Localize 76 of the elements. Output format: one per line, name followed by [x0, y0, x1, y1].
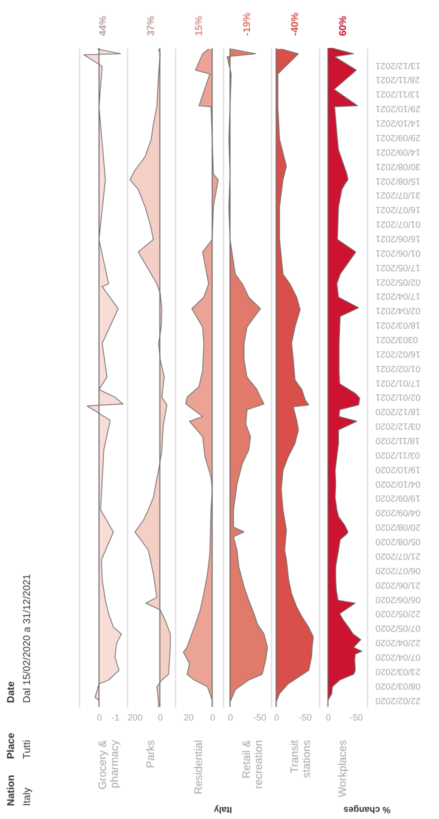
text: Workplaces — [337, 740, 349, 798]
y-tick-label: 22/05/2020 — [376, 609, 421, 620]
text: 44% — [98, 16, 109, 36]
text: 15% — [194, 16, 205, 36]
y-tick-label: 0303/2021 — [376, 335, 418, 345]
y-tick-label: 31/07/2021 — [376, 190, 421, 201]
text: Nation — [6, 774, 17, 806]
y-tick-label: 03/11/2020 — [376, 450, 420, 460]
x-tick-label: -50 — [253, 712, 266, 722]
y-tick-label: 17/01/2021 — [376, 378, 421, 388]
y-tick-label: 19/09/2020 — [376, 494, 421, 504]
y-tick-label: 28/11/2021 — [376, 75, 420, 86]
text: Grocery & pharmacy — [97, 739, 121, 790]
y-tick-label: 30/08/2021 — [376, 162, 421, 172]
y-tick-label: 22/04/2020 — [376, 638, 421, 648]
x-tick-label: 0 — [274, 712, 280, 722]
x-tick-label: 0 — [326, 712, 331, 722]
y-tick-label: 05/08/2020 — [376, 537, 421, 548]
y-tick-label: 21/06/2020 — [376, 580, 421, 590]
text: % changes — [343, 805, 391, 815]
y-tick-label: 13/11/2021 — [376, 90, 420, 100]
text: Residential — [193, 740, 205, 794]
y-tick-label: 29/09/2021 — [376, 132, 421, 143]
x-tick-label: 0 — [228, 712, 234, 722]
text: Place — [6, 732, 17, 759]
y-tick-label: 01/02/2021 — [376, 364, 421, 374]
y-tick-label: 02/05/2021 — [376, 277, 421, 288]
y-tick-label: 13/12/2021 — [376, 60, 421, 71]
y-tick-label: 07/04/2020 — [376, 652, 421, 662]
y-tick-label: 01/07/2021 — [376, 220, 421, 230]
text: Tutti — [22, 740, 33, 759]
x-tick-label: -50 — [350, 712, 363, 722]
y-tick-label: 22/02/2020 — [376, 696, 421, 706]
y-tick-label: 14/09/2021 — [376, 147, 421, 158]
x-tick-label: 0 — [158, 712, 163, 722]
x-tick-label: 200 — [128, 712, 143, 722]
text: Parks — [145, 740, 157, 768]
text: Italy — [22, 788, 33, 806]
x-tick-label: 20 — [184, 712, 194, 722]
y-tick-label: 04/10/2020 — [376, 479, 421, 490]
y-tick-label: 02/01/2021 — [376, 392, 421, 403]
text: 37% — [146, 16, 157, 36]
y-tick-label: 01/06/2021 — [376, 248, 421, 258]
y-tick-label: 23/03/2020 — [376, 666, 421, 677]
text: Retail & recreation — [241, 739, 265, 789]
x-tick-label: 0 — [210, 712, 216, 722]
y-tick-label: 04/09/2020 — [376, 508, 421, 518]
y-tick-label: 17/04/2021 — [376, 292, 421, 302]
text: Date — [6, 680, 17, 703]
y-tick-label: 07/05/2020 — [376, 624, 421, 634]
y-tick-label: 20/08/2020 — [376, 522, 421, 533]
y-tick-label: 19/10/2020 — [376, 464, 421, 475]
text: -40% — [290, 12, 301, 36]
x-tick-label: -1 — [111, 712, 120, 722]
text: 60% — [338, 16, 349, 36]
y-tick-label: 18/11/2020 — [376, 436, 420, 446]
y-tick-label: 08/03/2020 — [376, 681, 421, 692]
y-tick-label: 16/07/2021 — [376, 205, 421, 216]
y-tick-label: 17/05/2021 — [376, 262, 421, 273]
text: Italy — [214, 805, 232, 815]
y-tick-label: 06/07/2020 — [376, 566, 421, 576]
text: Dal 15/02/2020 a 31/12/2021 — [22, 574, 33, 703]
x-tick-label: -50 — [298, 712, 312, 722]
y-tick-label: 21/07/2020 — [376, 551, 421, 562]
y-tick-label: 03/12/2020 — [376, 422, 421, 432]
text: -19% — [242, 12, 253, 36]
y-tick-label: 18/12/2020 — [376, 407, 421, 418]
y-tick-label: 16/06/2021 — [376, 234, 421, 244]
y-tick-label: 15/08/2021 — [376, 176, 421, 186]
y-tick-label: 18/03/2021 — [376, 320, 421, 331]
y-tick-label: 14/10/2021 — [376, 118, 421, 129]
y-tick-label: 02/04/2021 — [376, 306, 421, 316]
y-tick-label: 29/10/2021 — [376, 104, 421, 114]
x-tick-label: 0 — [96, 712, 102, 722]
y-tick-label: 16/02/2021 — [376, 349, 421, 360]
y-tick-label: 06/06/2020 — [376, 594, 421, 605]
